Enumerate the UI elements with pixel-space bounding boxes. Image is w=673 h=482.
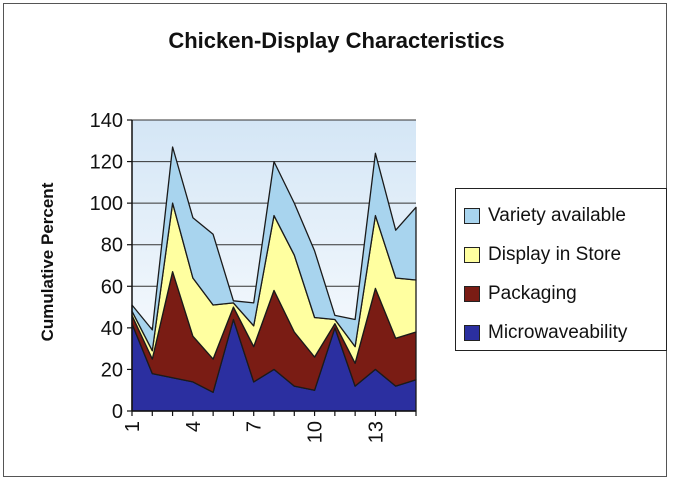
y-tick-label: 20 [101,359,123,381]
x-tick-label: 1 [122,421,144,432]
legend-item-variety-available: Variety available [464,196,666,235]
y-tick-label: 100 [90,193,123,215]
legend-label: Variety available [488,204,627,226]
x-tick-label: 4 [183,421,205,432]
legend-label: Packaging [488,282,577,304]
y-tick-label: 120 [90,152,123,174]
legend-swatch [464,207,480,224]
y-tick-label: 60 [101,276,123,298]
y-tick-label: 140 [90,110,123,132]
y-tick-label: 40 [101,318,123,340]
x-tick-label: 10 [305,421,327,443]
y-tick-label: 80 [101,235,123,257]
legend: Variety available Display in Store Packagi… [455,188,667,351]
y-tick-label: 0 [112,401,123,423]
chart-title: Chicken-Display Characteristics [168,28,505,53]
x-tick-label: 7 [244,421,266,432]
legend-swatch [464,246,480,263]
legend-swatch [464,285,480,302]
legend-label: Microwaveability [488,321,628,343]
legend-item-microwaveability: Microwaveability [464,313,666,352]
legend-swatch [464,324,480,341]
legend-item-packaging: Packaging [464,274,666,313]
legend-item-display-in-store: Display in Store [464,235,666,274]
legend-label: Display in Store [488,243,622,265]
x-tick-label: 13 [365,421,387,443]
area-series-variety-available [131,146,417,352]
